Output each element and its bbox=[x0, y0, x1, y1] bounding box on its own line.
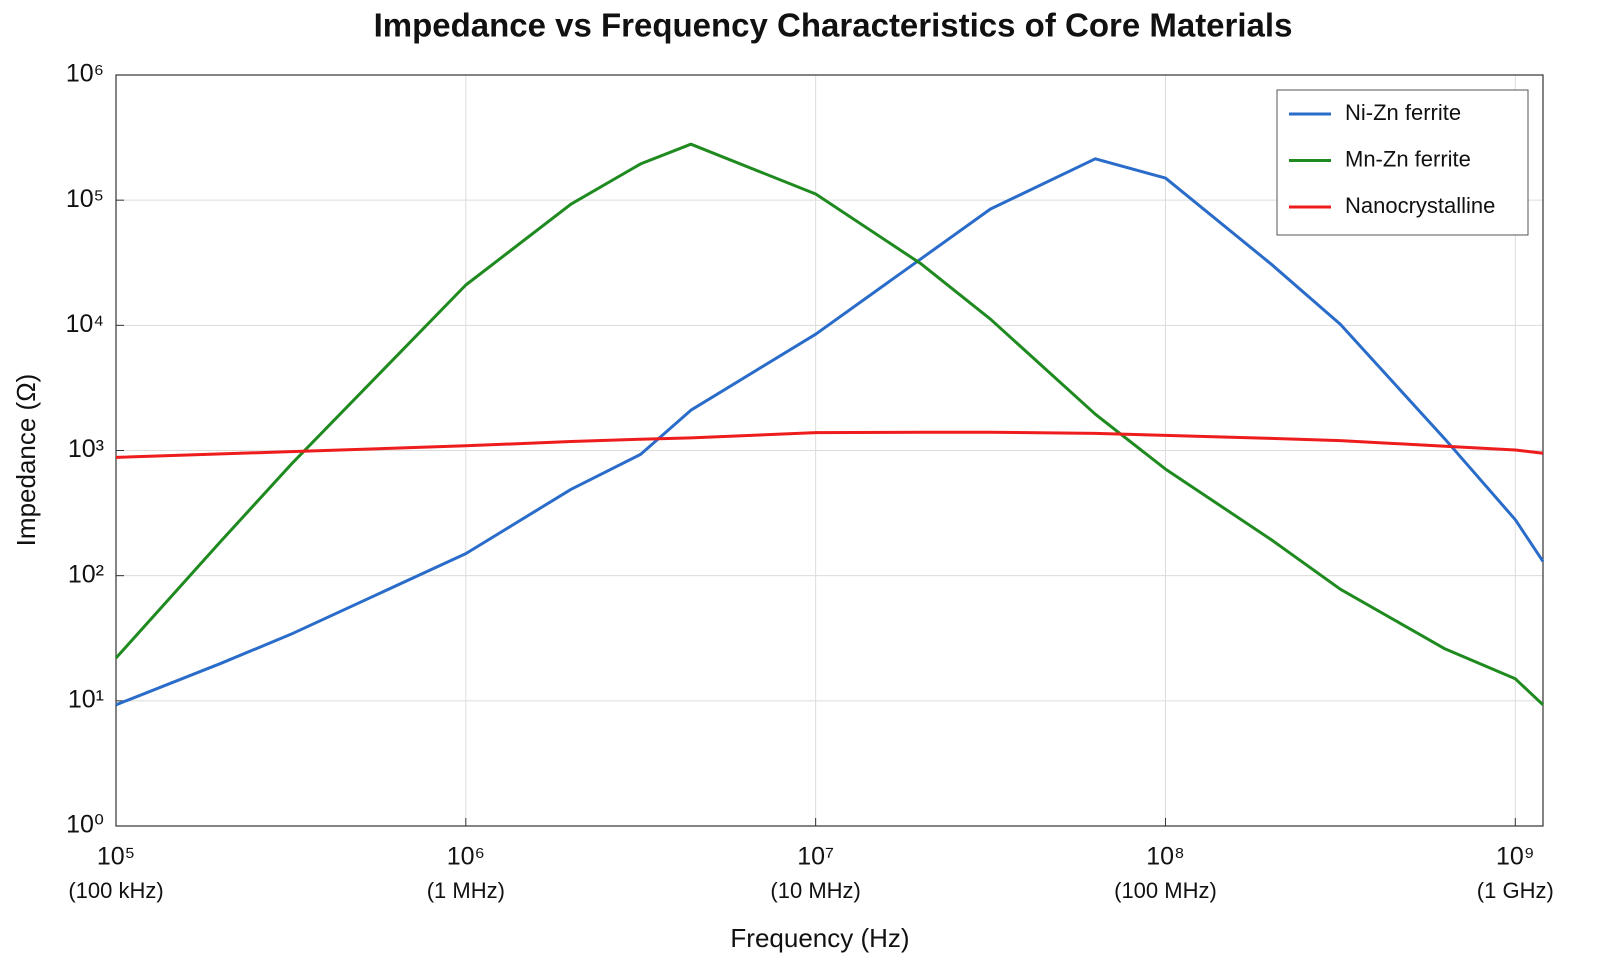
legend-label: Ni-Zn ferrite bbox=[1345, 100, 1461, 125]
legend-label: Nanocrystalline bbox=[1345, 193, 1495, 218]
legend: Ni-Zn ferrite Mn-Zn ferrite Nanocrystallin… bbox=[1276, 89, 1529, 236]
chart-title: Impedance vs Frequency Characteristics o… bbox=[374, 7, 1293, 44]
x-tick-sublabel: (1 GHz) bbox=[1477, 878, 1554, 903]
x-tick-sublabel: (100 kHz) bbox=[68, 878, 163, 903]
y-tick-label: 10⁵ bbox=[66, 185, 104, 213]
series-line bbox=[114, 142, 1545, 706]
x-tick-label: 10⁷ bbox=[797, 843, 834, 871]
y-tick-label: 10⁶ bbox=[66, 60, 104, 88]
series-line bbox=[115, 430, 1544, 459]
x-tick-sublabel: (10 MHz) bbox=[770, 878, 860, 903]
plot-frame bbox=[115, 74, 1544, 827]
x-tick-sublabel: (1 MHz) bbox=[427, 878, 505, 903]
y-axis-label: Impedance (Ω) bbox=[11, 374, 41, 547]
y-tick-label: 10¹ bbox=[68, 685, 104, 713]
x-tick-label: 10⁸ bbox=[1146, 843, 1184, 871]
series-line bbox=[115, 157, 1545, 707]
x-axis-label: Frequency (Hz) bbox=[730, 923, 909, 953]
x-tick-label: 10⁹ bbox=[1496, 843, 1535, 871]
legend-label: Mn-Zn ferrite bbox=[1345, 146, 1471, 171]
y-tick-label: 10² bbox=[68, 560, 104, 588]
x-tick-sublabel: (100 MHz) bbox=[1114, 878, 1217, 903]
y-tick-label: 10³ bbox=[68, 435, 104, 463]
y-tick-label: 10⁴ bbox=[65, 310, 104, 338]
y-tick-label: 10⁰ bbox=[66, 811, 104, 839]
x-tick-label: 10⁵ bbox=[97, 843, 135, 871]
x-tick-label: 10⁶ bbox=[447, 843, 485, 871]
